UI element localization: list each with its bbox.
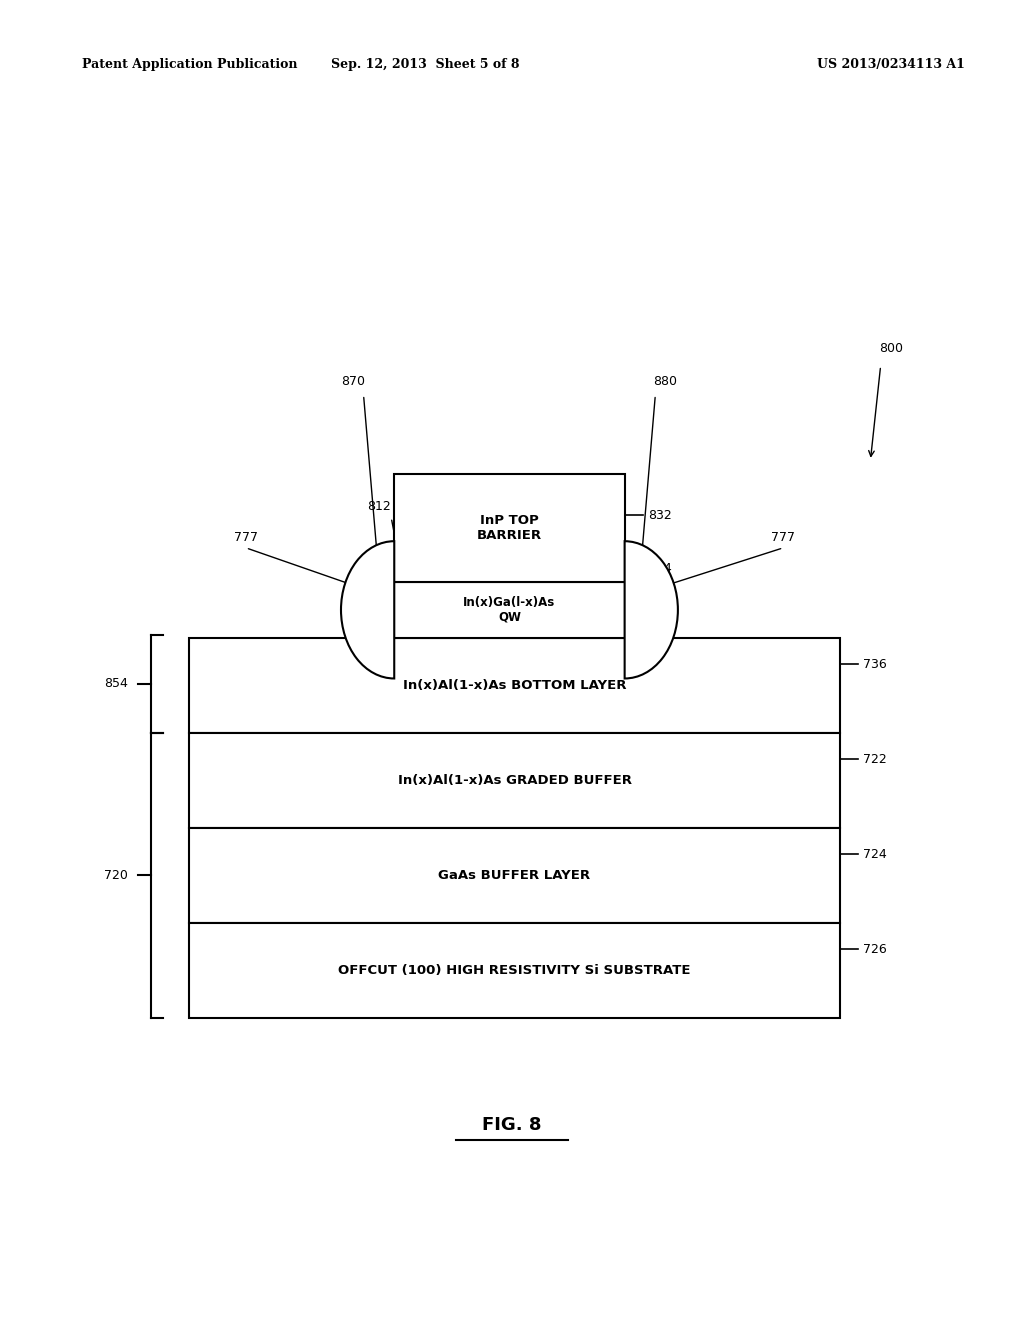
Text: 880: 880 — [653, 375, 678, 388]
Text: 870: 870 — [341, 375, 366, 388]
Bar — [189, 923, 840, 1018]
Text: 736: 736 — [863, 657, 887, 671]
Text: 777: 777 — [233, 531, 258, 544]
Text: InP TOP
BARRIER: InP TOP BARRIER — [477, 513, 542, 543]
Text: 720: 720 — [104, 869, 128, 882]
Text: 726: 726 — [863, 942, 887, 956]
Text: 812: 812 — [367, 500, 391, 513]
Text: In(x)Al(1-x)As BOTTOM LAYER: In(x)Al(1-x)As BOTTOM LAYER — [402, 678, 627, 692]
Bar — [394, 474, 625, 582]
Text: GaAs BUFFER LAYER: GaAs BUFFER LAYER — [438, 869, 591, 882]
Text: Sep. 12, 2013  Sheet 5 of 8: Sep. 12, 2013 Sheet 5 of 8 — [331, 58, 519, 71]
Wedge shape — [625, 541, 678, 678]
Text: 722: 722 — [863, 752, 887, 766]
Text: In(x)Ga(l-x)As
QW: In(x)Ga(l-x)As QW — [463, 595, 556, 624]
Text: 810: 810 — [648, 614, 672, 627]
Text: Patent Application Publication: Patent Application Publication — [82, 58, 297, 71]
Bar — [394, 582, 625, 638]
Bar — [189, 828, 840, 923]
Bar — [189, 733, 840, 828]
Text: 777: 777 — [771, 531, 796, 544]
Text: 800: 800 — [879, 342, 903, 355]
Text: 724: 724 — [863, 847, 887, 861]
Text: OFFCUT (100) HIGH RESISTIVITY Si SUBSTRATE: OFFCUT (100) HIGH RESISTIVITY Si SUBSTRA… — [338, 964, 691, 977]
Text: 834: 834 — [648, 562, 672, 576]
Text: In(x)Al(1-x)As GRADED BUFFER: In(x)Al(1-x)As GRADED BUFFER — [397, 774, 632, 787]
Text: 854: 854 — [104, 677, 128, 690]
Bar — [189, 638, 840, 733]
Text: 832: 832 — [648, 508, 672, 521]
Wedge shape — [341, 541, 394, 678]
Text: FIG. 8: FIG. 8 — [482, 1115, 542, 1134]
Text: US 2013/0234113 A1: US 2013/0234113 A1 — [817, 58, 965, 71]
